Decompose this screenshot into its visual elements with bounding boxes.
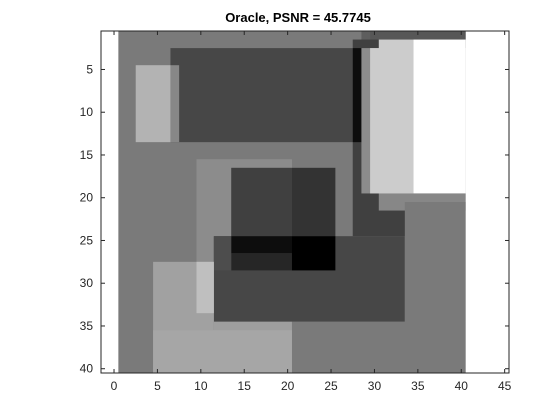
y-tick-label: 15: [80, 148, 94, 162]
y-tick-label: 10: [80, 105, 94, 119]
heatmap-region: [170, 48, 353, 143]
heatmap-region: [231, 236, 292, 254]
heatmap-region: [413, 39, 466, 194]
x-tick-label: 40: [455, 379, 469, 393]
axes-box: [100, 30, 510, 374]
x-tick-label: 35: [411, 379, 425, 393]
y-axis: 5 10 15 20 25 30 35 40: [80, 62, 509, 376]
heatmap-region: [153, 330, 292, 373]
heatmap-region: [291, 321, 466, 373]
y-tick-label: 5: [86, 62, 93, 76]
heatmap-region: [170, 65, 180, 143]
y-tick-label: 30: [80, 276, 94, 290]
x-axis: 0 5 10 15 20 25 30 35 40 45: [111, 31, 512, 393]
y-tick-label: 20: [80, 191, 94, 205]
heatmap-region: [352, 48, 362, 143]
heatmap-region: [370, 48, 414, 194]
chart-title: Oracle, PSNR = 45.7745: [225, 10, 371, 25]
y-tick-label: 40: [80, 362, 94, 376]
heatmap-region: [404, 202, 466, 322]
y-tick-label: 35: [80, 319, 94, 333]
x-tick-label: 30: [368, 379, 382, 393]
heatmap-region: [231, 253, 292, 271]
heatmap-region: [291, 236, 336, 271]
heatmap-image: [118, 31, 466, 373]
x-tick-label: 5: [154, 379, 161, 393]
y-tick-label: 25: [80, 233, 94, 247]
x-tick-label: 25: [324, 379, 338, 393]
heatmap-region: [196, 261, 214, 314]
x-tick-label: 15: [238, 379, 252, 393]
heatmap-region: [213, 236, 232, 271]
x-tick-label: 20: [281, 379, 295, 393]
x-tick-label: 10: [194, 379, 208, 393]
heatmap-region: [135, 65, 171, 143]
heatmap-region: [370, 31, 466, 40]
x-tick-label: 0: [111, 379, 118, 393]
x-tick-label: 45: [498, 379, 512, 393]
